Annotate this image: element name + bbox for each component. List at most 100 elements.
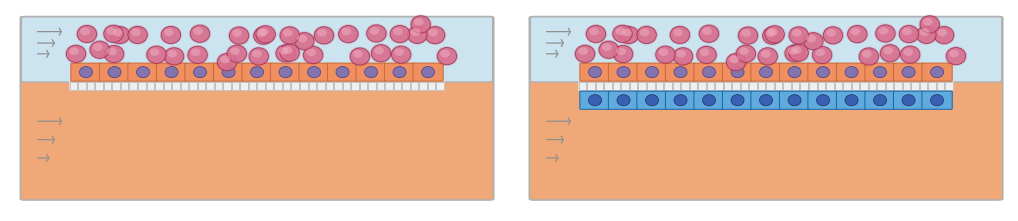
Ellipse shape	[702, 67, 716, 78]
Ellipse shape	[902, 28, 912, 35]
Ellipse shape	[161, 26, 180, 44]
Ellipse shape	[816, 95, 830, 106]
Bar	[578, 81, 954, 91]
Ellipse shape	[294, 33, 315, 50]
Ellipse shape	[902, 95, 915, 106]
FancyBboxPatch shape	[100, 63, 129, 81]
Ellipse shape	[699, 48, 710, 56]
FancyBboxPatch shape	[922, 91, 952, 109]
Bar	[147, 82, 154, 90]
Ellipse shape	[280, 27, 299, 44]
Bar	[326, 82, 333, 90]
FancyBboxPatch shape	[214, 63, 243, 81]
Ellipse shape	[186, 45, 209, 65]
Bar	[197, 82, 206, 90]
Ellipse shape	[336, 67, 349, 78]
Bar	[587, 82, 595, 90]
Bar	[741, 82, 748, 90]
FancyBboxPatch shape	[894, 63, 923, 81]
Bar	[215, 82, 222, 90]
FancyBboxPatch shape	[271, 63, 300, 81]
Ellipse shape	[252, 50, 262, 58]
Ellipse shape	[318, 29, 327, 37]
Ellipse shape	[602, 43, 612, 51]
Bar	[809, 82, 816, 90]
Ellipse shape	[702, 27, 712, 35]
Ellipse shape	[147, 46, 166, 63]
FancyBboxPatch shape	[837, 91, 866, 109]
Ellipse shape	[618, 25, 640, 45]
Ellipse shape	[315, 27, 334, 44]
Bar	[706, 82, 715, 90]
Bar	[248, 82, 257, 90]
Ellipse shape	[79, 67, 93, 78]
Ellipse shape	[150, 48, 160, 56]
Ellipse shape	[247, 46, 270, 66]
Bar	[579, 82, 586, 90]
FancyBboxPatch shape	[71, 63, 101, 81]
Ellipse shape	[222, 67, 235, 78]
Ellipse shape	[731, 95, 744, 106]
Ellipse shape	[930, 95, 944, 106]
Bar	[792, 82, 799, 90]
Ellipse shape	[575, 45, 595, 63]
Ellipse shape	[188, 24, 211, 44]
Bar	[852, 82, 859, 90]
Ellipse shape	[279, 43, 301, 63]
Ellipse shape	[758, 48, 778, 65]
Ellipse shape	[919, 28, 929, 36]
Ellipse shape	[645, 67, 659, 78]
Ellipse shape	[874, 24, 897, 43]
Ellipse shape	[370, 43, 392, 63]
Ellipse shape	[788, 25, 810, 45]
Bar	[343, 82, 350, 90]
Bar	[223, 82, 231, 90]
Bar	[800, 82, 808, 90]
Ellipse shape	[873, 67, 887, 78]
Ellipse shape	[229, 27, 248, 44]
Bar	[937, 82, 945, 90]
Bar	[826, 82, 834, 90]
Ellipse shape	[280, 44, 299, 61]
Ellipse shape	[283, 29, 292, 37]
FancyBboxPatch shape	[865, 91, 895, 109]
Bar	[180, 82, 188, 90]
FancyBboxPatch shape	[723, 91, 752, 109]
Ellipse shape	[232, 29, 242, 37]
FancyBboxPatch shape	[751, 91, 781, 109]
Ellipse shape	[945, 46, 967, 66]
Ellipse shape	[612, 24, 633, 44]
Ellipse shape	[729, 55, 739, 63]
Bar	[104, 82, 111, 90]
Ellipse shape	[279, 47, 289, 55]
Bar	[308, 82, 316, 90]
FancyBboxPatch shape	[580, 91, 610, 109]
Ellipse shape	[619, 26, 638, 44]
Ellipse shape	[337, 24, 359, 44]
Ellipse shape	[803, 33, 824, 50]
Ellipse shape	[788, 67, 801, 78]
Ellipse shape	[390, 25, 409, 43]
Ellipse shape	[167, 50, 177, 58]
Bar	[621, 82, 629, 90]
Ellipse shape	[80, 28, 90, 35]
Ellipse shape	[731, 67, 744, 78]
Ellipse shape	[737, 26, 759, 46]
Bar	[437, 82, 444, 90]
FancyBboxPatch shape	[413, 63, 443, 81]
Ellipse shape	[635, 25, 658, 45]
Bar	[749, 82, 756, 90]
Bar	[868, 82, 876, 90]
FancyBboxPatch shape	[780, 91, 809, 109]
Ellipse shape	[612, 44, 634, 64]
Ellipse shape	[409, 15, 432, 34]
Ellipse shape	[785, 45, 804, 62]
Bar	[351, 82, 358, 90]
Bar	[630, 82, 637, 90]
Bar	[334, 82, 342, 90]
FancyBboxPatch shape	[837, 63, 866, 81]
Ellipse shape	[588, 67, 602, 78]
Ellipse shape	[257, 29, 267, 37]
Ellipse shape	[66, 45, 86, 63]
Ellipse shape	[218, 53, 237, 71]
